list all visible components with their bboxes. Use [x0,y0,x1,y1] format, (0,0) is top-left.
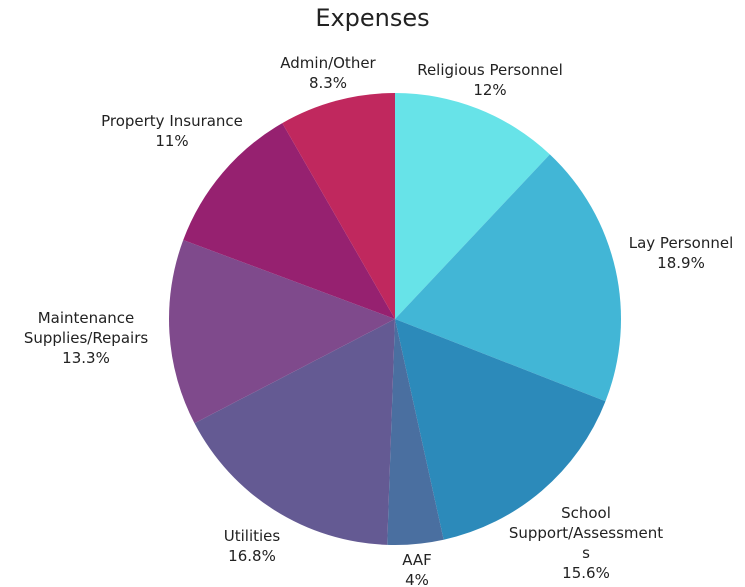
chart-title: Expenses [315,4,430,32]
slice-label: Property Insurance 11% [72,111,272,151]
value-label: 4% [405,571,429,587]
value-label: 8.3% [308,74,348,92]
pie-slice [183,123,395,319]
pie-slice [194,319,395,545]
pie-slice [395,93,550,319]
category-label: School Support/Assessments [508,504,664,562]
slice-label: AAF 4% [387,550,447,587]
slice-label: School Support/Assessments 15.6% [506,503,666,583]
value-label: 18.9% [657,254,705,272]
value-label: 12% [473,81,507,99]
value-label: 15.6% [562,564,610,582]
pie-slice [395,319,606,540]
pie-slice [282,93,395,319]
value-label: 16.8% [228,547,276,565]
value-label: 11% [155,132,189,150]
pie-slice [395,154,621,402]
slice-label: Maintenance Supplies/Repairs 13.3% [6,308,166,368]
slice-label: Admin/Other 8.3% [258,53,398,93]
category-label: Maintenance Supplies/Repairs [23,309,149,347]
slice-label: Lay Personnel 18.9% [611,233,745,273]
slice-label: Utilities 16.8% [192,526,312,566]
category-label: AAF [402,551,432,569]
pie-slice [168,240,395,424]
slice-label: Religious Personnel 12% [390,60,590,100]
category-label: Property Insurance [101,112,243,130]
pie-slice [387,319,444,546]
value-label: 13.3% [62,349,110,367]
category-label: Religious Personnel [417,61,563,79]
category-label: Admin/Other [280,54,376,72]
category-label: Utilities [223,527,281,545]
category-label: Lay Personnel [628,234,734,252]
